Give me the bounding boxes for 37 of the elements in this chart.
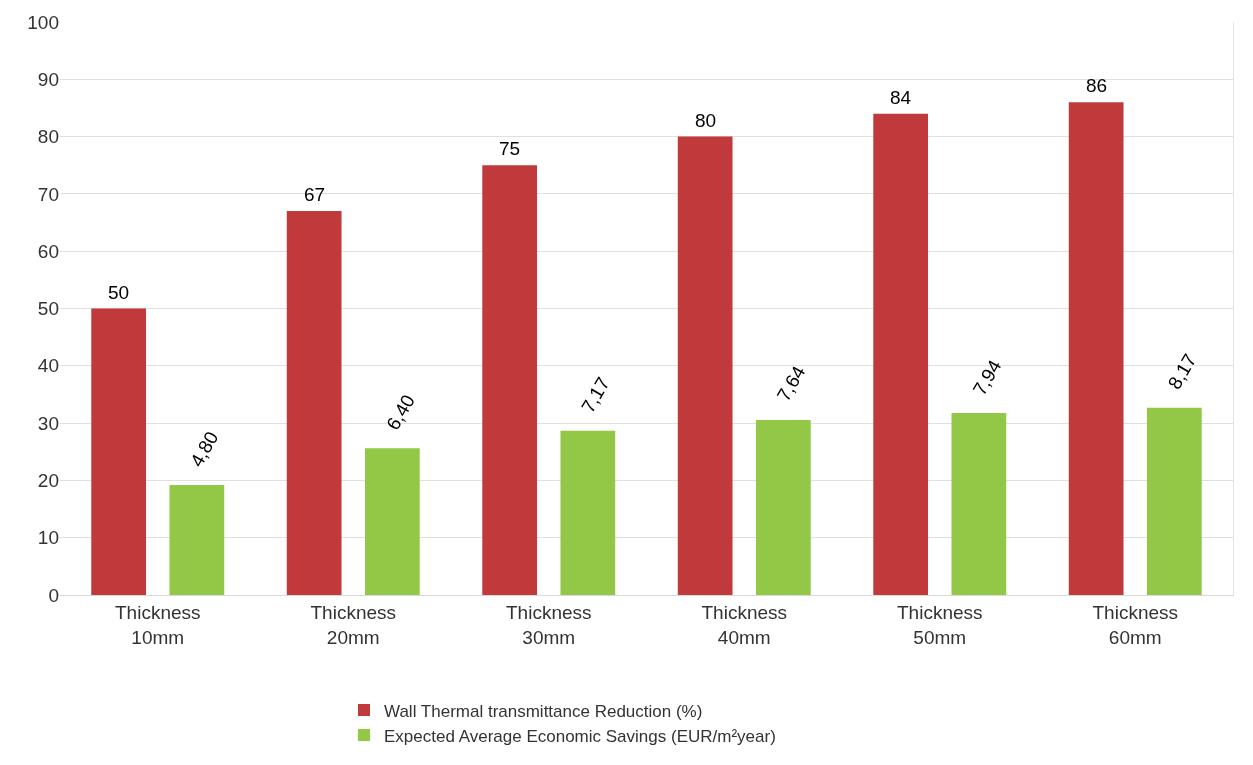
legend-label: Wall Thermal transmittance Reduction (%) xyxy=(384,701,703,721)
bar xyxy=(169,484,225,595)
data-label: 75 xyxy=(499,138,521,159)
data-label: 80 xyxy=(695,110,717,131)
bar xyxy=(91,308,147,595)
bar xyxy=(482,165,538,595)
bar xyxy=(951,413,1007,595)
bar xyxy=(1068,102,1124,595)
bar xyxy=(755,419,811,595)
legend-label: Expected Average Economic Savings (EUR/m²year) xyxy=(384,726,776,746)
y-tick-label: 40 xyxy=(37,355,59,377)
y-tick-label: 70 xyxy=(37,183,59,205)
bar xyxy=(286,211,342,595)
y-tick-label: 0 xyxy=(48,584,59,606)
x-tick-label: Thickness 50mm xyxy=(896,601,983,648)
y-tick-label: 90 xyxy=(37,68,59,90)
y-tick-label: 80 xyxy=(37,126,59,148)
data-label: 50 xyxy=(108,282,130,303)
x-tick-label: Thickness 60mm xyxy=(1092,601,1179,648)
data-label: 84 xyxy=(890,87,912,108)
bar xyxy=(1146,407,1202,595)
data-label: 86 xyxy=(1086,75,1108,96)
x-tick-label: Thickness 20mm xyxy=(310,601,397,648)
y-tick-label: 10 xyxy=(37,527,59,549)
x-tick-label: Thickness 40mm xyxy=(701,601,788,648)
y-tick-label: 60 xyxy=(37,240,59,262)
data-label: 67 xyxy=(304,184,326,205)
bar xyxy=(873,113,929,595)
bar xyxy=(560,430,616,595)
y-tick-label: 20 xyxy=(37,470,59,492)
y-tick-label: 30 xyxy=(37,412,59,434)
bar xyxy=(677,136,733,595)
x-tick-label: Thickness 30mm xyxy=(505,601,592,648)
x-tick-label: Thickness 10mm xyxy=(114,601,201,648)
bar xyxy=(364,448,420,595)
y-tick-label: 50 xyxy=(37,298,59,320)
y-tick-label: 100 xyxy=(27,11,59,33)
